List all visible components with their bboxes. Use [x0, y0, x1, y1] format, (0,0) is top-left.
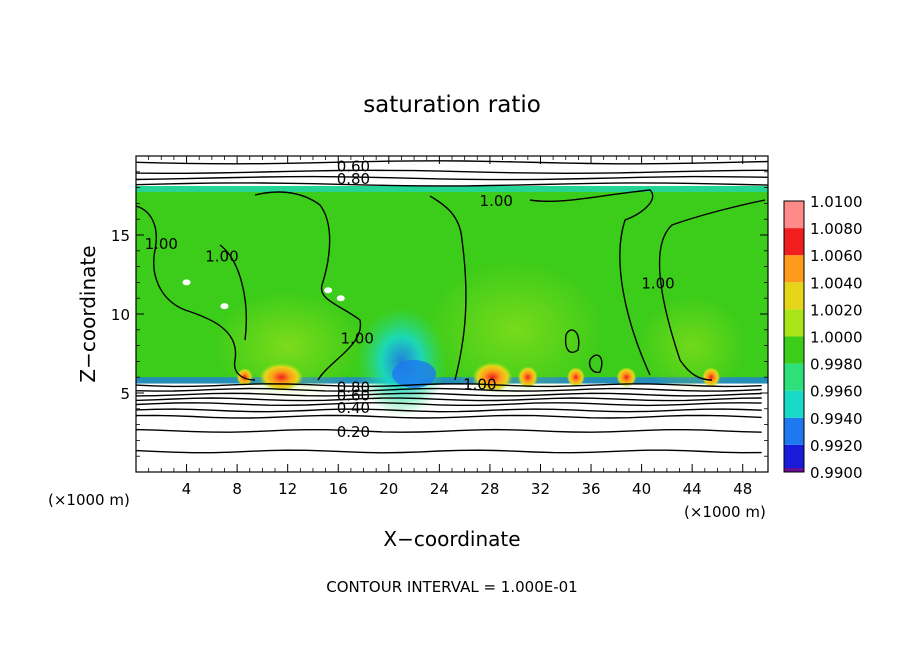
- contour-label: 1.00: [463, 376, 496, 394]
- contour-label: 1.00: [205, 248, 238, 266]
- colorbar-swatch: [784, 282, 804, 310]
- x-unit-right: (×1000 m): [684, 503, 766, 521]
- contour-line-1.00: [254, 191, 362, 381]
- x-tick-label: 36: [581, 480, 600, 498]
- colorbar-label: 0.9960: [810, 383, 863, 401]
- colorbar-label: 1.0000: [810, 329, 863, 347]
- colorbar-swatch: [784, 417, 804, 445]
- chart-title: saturation ratio: [363, 92, 541, 118]
- x-tick-label: 32: [531, 480, 550, 498]
- colorbar-label: 1.0100: [810, 193, 863, 211]
- y-axis: 5 10 15: [111, 171, 768, 457]
- contour-label: 1.00: [641, 274, 674, 292]
- clear-spot: [220, 303, 229, 310]
- contour-label: 0.60: [337, 157, 370, 175]
- colorbar-label: 1.0060: [810, 247, 863, 265]
- contour-label: 0.40: [337, 399, 370, 417]
- y-tick-label: 5: [120, 385, 130, 403]
- contour-label: 0.80: [337, 170, 370, 188]
- colorbar-swatch: [784, 228, 804, 256]
- colorbar: 0.9900 0.9920 0.9940 0.9960 0.9980 1.0000 1.00…: [783, 193, 863, 482]
- x-tick-label: 24: [430, 480, 449, 498]
- x-tick-label: 4: [182, 480, 192, 498]
- x-tick-label: 28: [480, 480, 499, 498]
- colorbar-swatch: [784, 309, 804, 337]
- x-tick-label: 44: [683, 480, 702, 498]
- colorbar-label: 0.9940: [810, 410, 863, 428]
- clear-spot: [182, 279, 191, 286]
- contour-line-lower: [136, 392, 762, 397]
- colorbar-label: 0.9900: [810, 464, 863, 482]
- colorbar-label: 0.9920: [810, 437, 863, 455]
- contour-line-lower: [136, 428, 762, 433]
- colorbar-frame: [783, 200, 805, 473]
- dry-core: [392, 360, 437, 389]
- y-axis-label: Z−coordinate: [76, 245, 100, 382]
- cloud-top-band: [136, 186, 768, 193]
- contour-line-1.00: [529, 189, 654, 376]
- clear-spot: [324, 287, 333, 294]
- supersaturation-spot: [259, 363, 304, 392]
- x-unit-left: (×1000 m): [48, 491, 130, 509]
- contour-line-lower: [136, 387, 762, 392]
- contour-line-upper: [136, 169, 768, 175]
- supersaturation-spot: [517, 366, 538, 389]
- contour-line-lower: [136, 408, 762, 413]
- contour-line-1.00: [429, 195, 467, 381]
- colorbar-swatch-min: [784, 468, 804, 472]
- contour-line-1.00: [588, 354, 603, 374]
- contour-line-upper: [136, 175, 768, 181]
- supersaturation-spot: [702, 367, 721, 388]
- colorbar-swatch: [784, 201, 804, 229]
- contour-label: 1.00: [145, 235, 178, 253]
- contour-line-1.00: [136, 205, 256, 381]
- x-tick-label: 16: [329, 480, 348, 498]
- moist-region: [425, 259, 606, 400]
- contour-label: 0.80: [337, 379, 370, 397]
- x-axis-label: X−coordinate: [383, 527, 520, 551]
- colorbar-label: 1.0080: [810, 220, 863, 238]
- x-axis: 4 8 12 16 20 24 28 32 36 40 44 48: [148, 156, 756, 498]
- moist-region: [637, 295, 748, 396]
- y-tick-label: 15: [111, 227, 130, 245]
- x-tick-label: 20: [379, 480, 398, 498]
- saturation-field: [136, 160, 768, 454]
- contour-line-1.00: [219, 244, 247, 341]
- colorbar-swatch: [784, 363, 804, 391]
- x-tick-label: 8: [232, 480, 242, 498]
- contour-line-upper: [136, 160, 768, 165]
- contour-label: 1.00: [340, 330, 373, 348]
- contour-line-1.00: [658, 199, 766, 381]
- y-tick-label: 10: [111, 306, 130, 324]
- x-tick-label: 40: [632, 480, 651, 498]
- contour-line-lower: [136, 383, 762, 388]
- contour-label: 0.60: [337, 387, 370, 405]
- clear-spot: [336, 295, 345, 302]
- contour-line-lower: [136, 402, 762, 407]
- colorbar-swatch: [784, 336, 804, 364]
- contour-line-1.00: [564, 329, 580, 353]
- colorbar-label: 1.0020: [810, 301, 863, 319]
- supersaturation-spot: [616, 367, 637, 388]
- contour-interval-note: CONTOUR INTERVAL = 1.000E-01: [326, 578, 577, 596]
- contour-line-lower: [136, 414, 762, 419]
- x-tick-label: 48: [733, 480, 752, 498]
- supersaturation-spot: [566, 367, 585, 388]
- colorbar-label: 1.0040: [810, 274, 863, 292]
- colorbar-swatch: [784, 255, 804, 283]
- colorbar-label: 0.9980: [810, 356, 863, 374]
- x-tick-label: 12: [278, 480, 297, 498]
- colorbar-swatch: [784, 390, 804, 418]
- contour-label: 1.00: [480, 192, 513, 210]
- contour-line-lower: [136, 449, 762, 454]
- colorbar-swatch: [784, 444, 804, 472]
- contour-labels: 0.600.801.001.001.001.001.001.000.800.60…: [145, 157, 675, 441]
- contour-label: 0.20: [337, 423, 370, 441]
- cloud-base-band: [136, 377, 768, 384]
- supersaturation-spot: [236, 368, 253, 387]
- contour-line-upper: [136, 182, 768, 187]
- contour-line-lower: [136, 397, 762, 402]
